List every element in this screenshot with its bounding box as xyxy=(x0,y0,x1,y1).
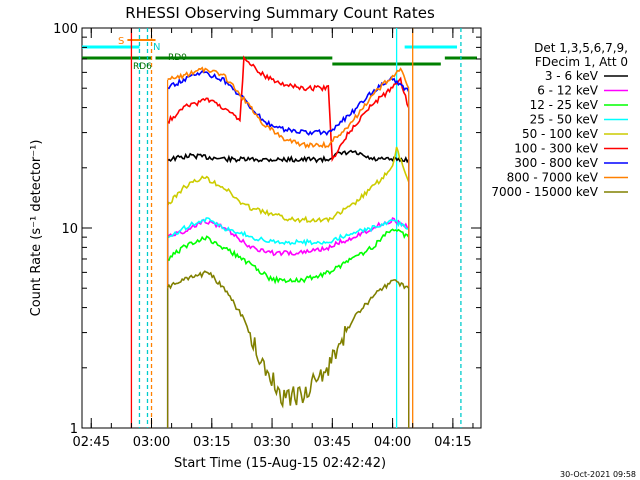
flag-label-n: N xyxy=(153,42,160,53)
status-flags xyxy=(82,39,477,66)
legend-entry-label: 300 - 800 keV xyxy=(514,156,598,170)
y-axis-label: Count Rate (s⁻¹ detector⁻¹) xyxy=(29,140,44,317)
series-line xyxy=(166,146,410,224)
x-tick-label: 02:45 xyxy=(73,435,110,450)
legend-header-line-2: FDecim 1, Att 0 xyxy=(535,55,628,69)
series-line xyxy=(167,69,410,137)
x-axis-label: Start Time (15-Aug-15 02:42:42) xyxy=(174,456,386,471)
legend-entry-label: 3 - 6 keV xyxy=(545,69,599,83)
x-tick-label: 03:30 xyxy=(253,435,290,450)
legend-entry-label: 800 - 7000 keV xyxy=(507,171,599,185)
footer-timestamp: 30-Oct-2021 09:58 xyxy=(560,470,636,479)
flag-label-s: S xyxy=(118,36,124,47)
x-tick-label: 04:00 xyxy=(374,435,411,450)
legend-entry-label: 100 - 300 keV xyxy=(514,142,598,156)
plot-frame xyxy=(81,27,482,429)
y-tick-label: 1 xyxy=(70,422,78,437)
axis-ticks: 02:45 03:00 03:15 03:30 03:45 04:00 04:15 1 10 10… xyxy=(53,22,481,450)
x-tick-label: 03:15 xyxy=(193,435,230,450)
legend-entry-label: 25 - 50 keV xyxy=(530,113,599,127)
series-line xyxy=(166,217,409,257)
x-tick-label: 03:45 xyxy=(314,435,351,450)
legend-entry-label: 7000 - 15000 keV xyxy=(491,185,598,199)
flag-label-rd0: RD0 xyxy=(168,53,187,63)
y-tick-label: 100 xyxy=(53,22,78,37)
series-line xyxy=(166,270,410,409)
y-tick-label: 10 xyxy=(61,222,78,237)
legend-entry-label: 50 - 100 keV xyxy=(522,127,599,141)
series-line xyxy=(167,228,410,285)
series-layer xyxy=(166,55,410,428)
vertical-markers xyxy=(130,28,462,428)
legend-entry-label: 6 - 12 keV xyxy=(537,84,599,98)
x-tick-label: 03:00 xyxy=(133,435,170,450)
series-line xyxy=(167,66,410,149)
legend-entry-label: 12 - 25 keV xyxy=(530,98,599,112)
legend-header-line-1: Det 1,3,5,6,7,9, xyxy=(534,41,628,55)
series-line xyxy=(167,55,410,163)
flag-label-rd6: RD6 xyxy=(133,62,152,72)
series-line xyxy=(167,217,410,247)
series-line xyxy=(167,149,410,164)
chart-title: RHESSI Observing Summary Count Rates xyxy=(125,4,435,22)
x-tick-label: 04:15 xyxy=(434,435,471,450)
